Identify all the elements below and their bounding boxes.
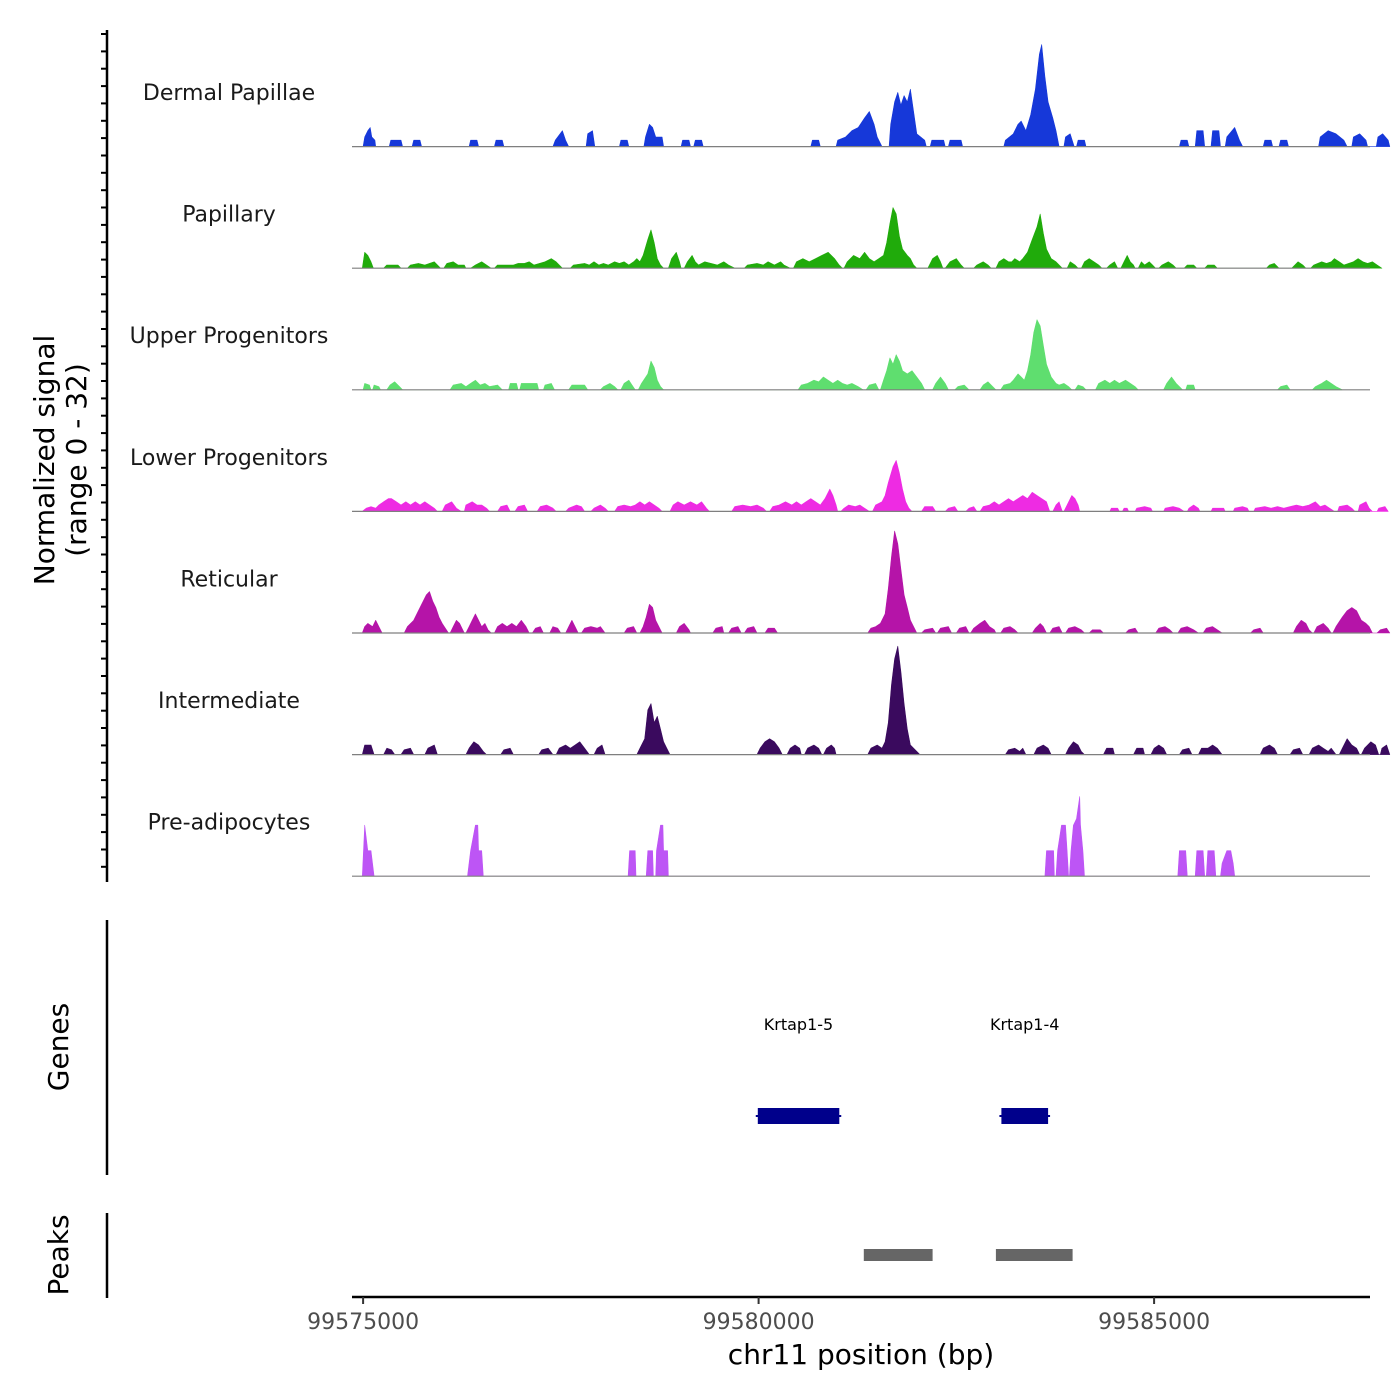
track-label-upper-progenitors: Upper Progenitors <box>130 324 329 349</box>
peak-1 <box>863 1249 933 1261</box>
peak-2 <box>995 1249 1073 1261</box>
x-axis-tick-label: 99585000 <box>1098 1310 1210 1335</box>
gene-exon-krtap1-5 <box>757 1108 840 1124</box>
track-area-upper-progenitors <box>362 319 1343 391</box>
x-axis-ticks: 99575000 99580000 99585000 <box>307 1297 1210 1335</box>
track-pre-adipocytes: Pre-adipocytes <box>148 796 1370 877</box>
track-label-papillary: Papillary <box>182 203 276 228</box>
peak-track <box>863 1249 1073 1261</box>
track-label-pre-adipocytes: Pre-adipocytes <box>148 811 311 836</box>
track-reticular: Reticular <box>180 530 1391 634</box>
track-area-pre-adipocytes <box>362 796 1235 877</box>
y-axis-title-line2: (range 0 - 32) <box>60 363 93 557</box>
track-upper-progenitors: Upper Progenitors <box>130 319 1370 391</box>
track-label-reticular: Reticular <box>180 567 278 592</box>
gene-label-krtap1-5: Krtap1-5 <box>764 1015 833 1034</box>
genes-panel-label: Genes <box>42 1003 75 1091</box>
track-label-lower-progenitors: Lower Progenitors <box>130 446 328 471</box>
gene-exon-krtap1-4 <box>1001 1108 1049 1124</box>
coverage-tracks: Dermal Papillae Papillary Upper Progenitor… <box>130 44 1391 877</box>
track-area-intermediate <box>362 645 1391 755</box>
track-intermediate: Intermediate <box>158 645 1391 756</box>
x-axis-tick-label: 99575000 <box>307 1310 419 1335</box>
track-lower-progenitors: Lower Progenitors <box>130 446 1389 512</box>
track-area-lower-progenitors <box>362 460 1389 512</box>
gene-track: Krtap1-5 Krtap1-4 <box>755 1015 1059 1124</box>
track-area-reticular <box>362 530 1391 634</box>
x-axis-tick-label: 99580000 <box>703 1310 815 1335</box>
y-axis-title-line1: Normalized signal <box>28 335 61 586</box>
peaks-panel-label: Peaks <box>42 1214 75 1295</box>
track-papillary: Papillary <box>182 203 1383 269</box>
track-area-papillary <box>362 207 1383 269</box>
track-label-dermal-papillae: Dermal Papillae <box>143 81 315 106</box>
gene-label-krtap1-4: Krtap1-4 <box>990 1015 1059 1034</box>
coverage-y-axis-ticks <box>101 33 107 868</box>
track-area-dermal-papillae <box>362 44 1391 147</box>
track-dermal-papillae: Dermal Papillae <box>143 44 1391 148</box>
track-label-intermediate: Intermediate <box>158 689 300 714</box>
x-axis-title: chr11 position (bp) <box>728 1338 994 1371</box>
